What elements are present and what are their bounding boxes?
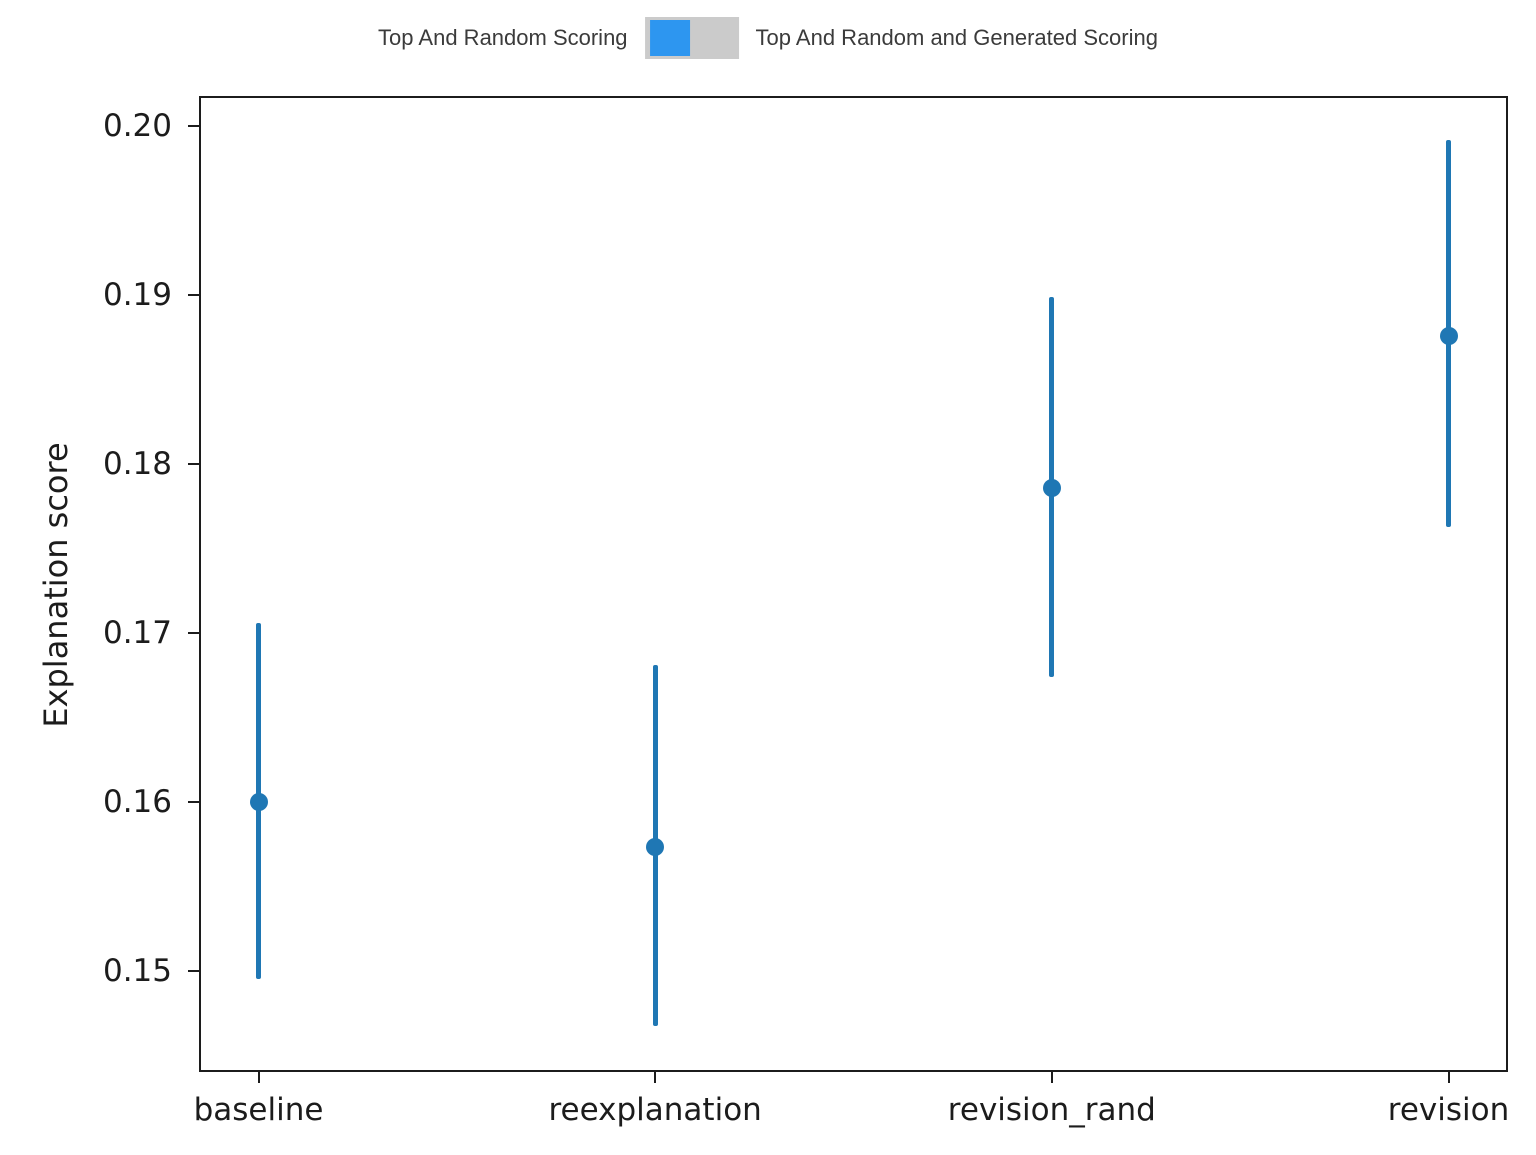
y-tick-label: 0.17 (102, 614, 172, 651)
x-tick-mark (257, 1072, 260, 1083)
y-tick-label: 0.19 (102, 277, 172, 314)
data-point-marker (1042, 478, 1061, 497)
x-tick-label: reexplanation (548, 1092, 762, 1128)
y-tick-mark (188, 969, 199, 972)
legend: Top And Random Scoring Top And Random an… (378, 17, 1158, 59)
data-point-marker (646, 838, 665, 857)
x-tick-mark (654, 1072, 657, 1083)
y-tick-mark (188, 125, 199, 128)
y-tick-label: 0.20 (102, 108, 172, 145)
y-tick-mark (188, 800, 199, 803)
y-tick-label: 0.15 (102, 952, 172, 989)
x-tick-mark (1447, 1072, 1450, 1083)
y-tick-mark (188, 463, 199, 466)
y-tick-mark (188, 294, 199, 297)
x-tick-mark (1050, 1072, 1053, 1083)
legend-label-right: Top And Random and Generated Scoring (755, 25, 1158, 50)
x-tick-label: baseline (193, 1092, 324, 1128)
scoring-toggle[interactable] (644, 17, 739, 59)
data-point-marker (249, 792, 268, 811)
y-tick-label: 0.16 (102, 783, 172, 820)
y-tick-label: 0.18 (102, 446, 172, 483)
y-axis-title: Explanation score (37, 442, 75, 728)
x-tick-label: revision (1387, 1092, 1510, 1128)
data-point-marker (1439, 326, 1458, 345)
x-tick-label: revision_rand (947, 1092, 1156, 1128)
toggle-thumb-icon (649, 20, 690, 56)
y-tick-mark (188, 631, 199, 634)
legend-label-left: Top And Random Scoring (378, 25, 628, 50)
plot-area (199, 96, 1508, 1072)
